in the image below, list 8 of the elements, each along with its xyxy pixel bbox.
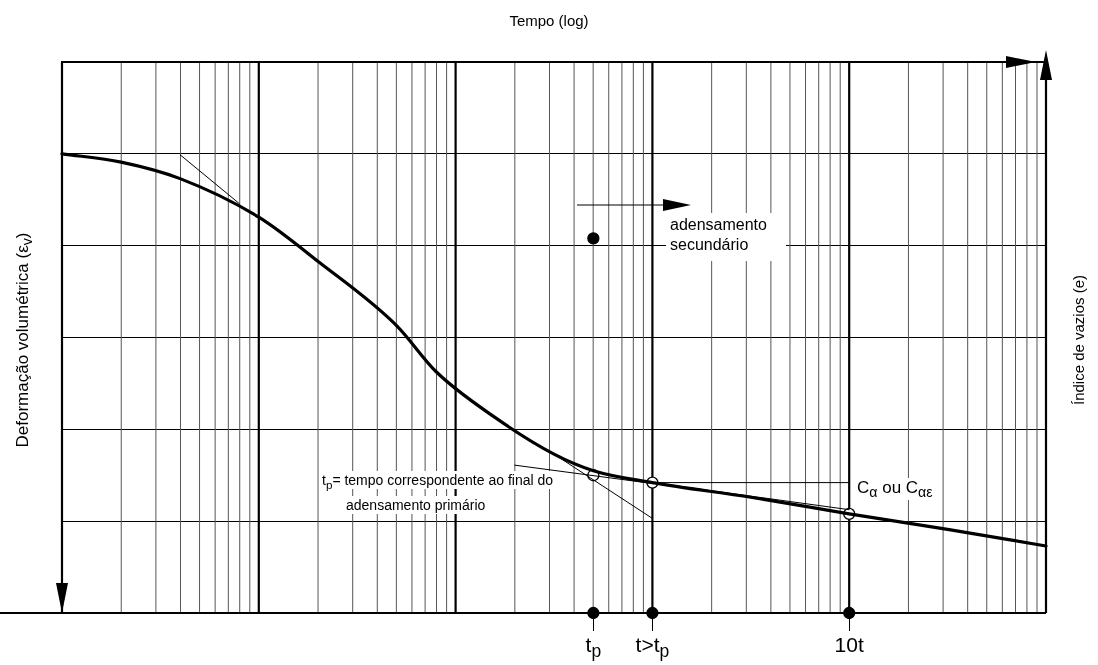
annotation: adensamento secundário xyxy=(666,213,786,261)
y2-axis-title: Índice de vazios (e) xyxy=(1069,274,1087,406)
annotation: t$_{p}$= tempo correspondente ao final do adensamento primário xyxy=(322,471,554,514)
x-tick-label: t>t$_{p}$ xyxy=(635,633,670,663)
x-tick-label: t$_{p}$ xyxy=(585,633,602,663)
annotation: C$_{α}$ ou C$_{αε}$ xyxy=(857,478,933,501)
text: Tempo (log) xyxy=(508,12,590,29)
x-tick-label: 10t xyxy=(834,633,864,657)
